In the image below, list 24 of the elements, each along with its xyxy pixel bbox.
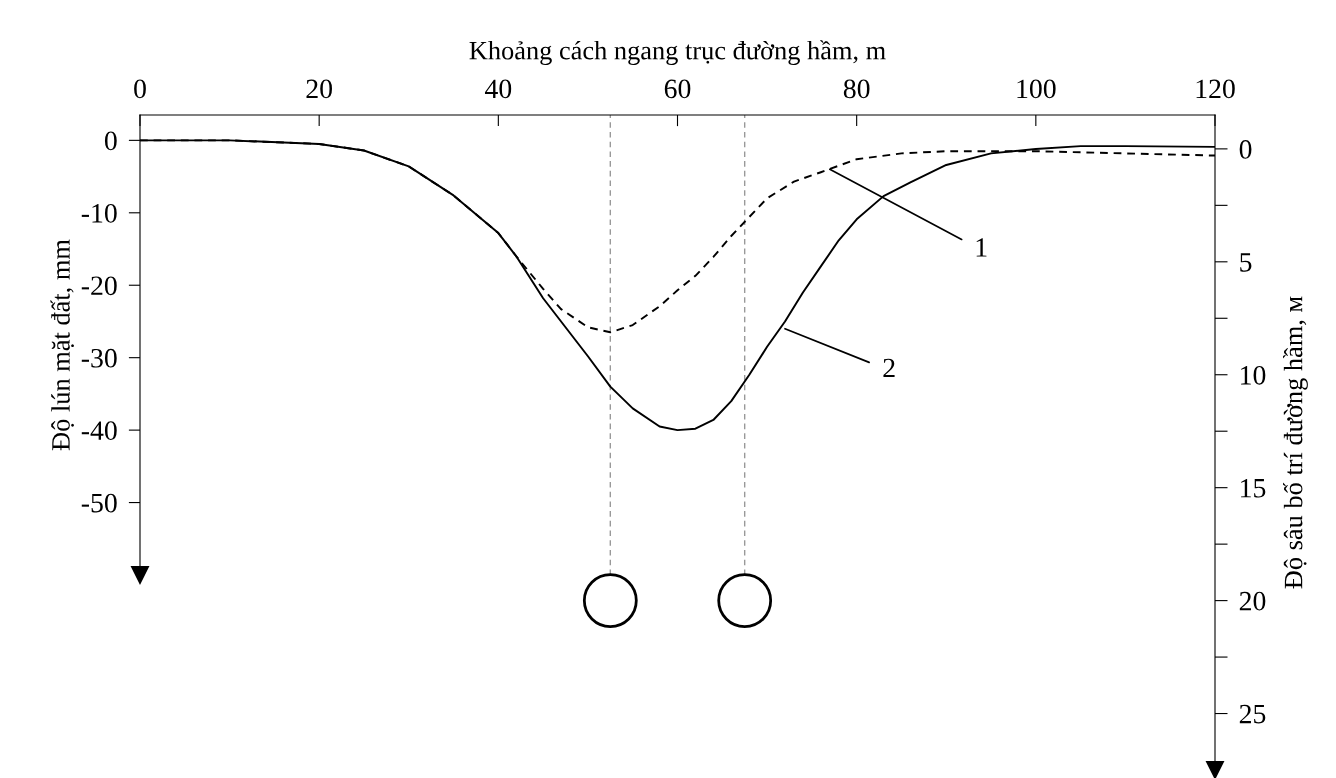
x-tick-label: 20 [306,79,332,99]
y-tick-label: -30 [81,348,117,368]
y-tick-label: -10 [81,203,117,223]
y-tick-label: -50 [81,493,117,513]
annotation: 2 [883,358,895,378]
x-tick-label: 40 [484,79,512,99]
y2-tick-label: 15 [1241,478,1266,498]
y-tick-label: -20 [81,276,117,296]
x-tick-label: 60 [664,79,691,99]
annotation: 1 [976,238,987,257]
y2-tick-label: 25 [1239,704,1266,724]
x-tick-label: 80 [843,79,870,99]
y-tick-label: -40 [81,421,117,441]
y2-axis-title: Độ sâu bố trí đường hầm, м [1283,296,1308,589]
y2-tick-label: 5 [1240,253,1252,272]
x-tick-label: 0 [134,79,146,99]
y-tick-label: 0 [104,131,117,151]
y2-tick-label: 10 [1241,365,1266,385]
y2-tick-label: 0 [1239,140,1252,159]
y2-tick-label: 20 [1239,591,1266,611]
x-axis-title: Khoảng cách ngang trục đường hầm, m [469,40,886,65]
x-tick-label: 120 [1196,79,1235,99]
y-axis-title: Độ lún mặt đất, mm [50,239,74,451]
x-tick-label: 100 [1017,79,1056,99]
